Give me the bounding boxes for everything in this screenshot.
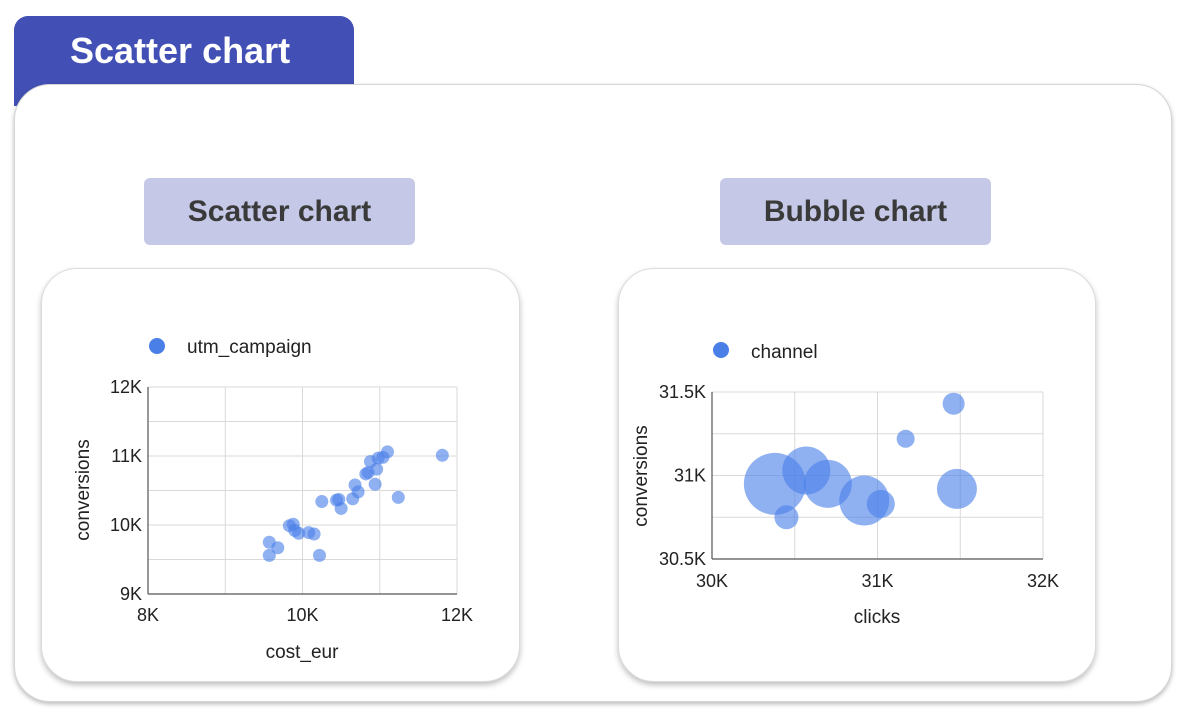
scatter-point	[391, 490, 405, 504]
x-tick-label: 31K	[861, 571, 893, 591]
x-tick-label: 12K	[441, 605, 473, 625]
y-tick-label: 11K	[111, 446, 142, 466]
y-tick-label: 30.5K	[659, 549, 706, 569]
bubble	[896, 429, 915, 448]
y-tick-label: 31K	[674, 466, 706, 486]
y-axis-label: conversions	[631, 425, 652, 526]
x-axis-label: cost_eur	[266, 642, 340, 663]
bubble	[936, 468, 977, 509]
scatter-point	[271, 541, 285, 555]
scatter-chart: utm_campaign 8K 10K 12K 9K 10K 11K 12K cost_eu…	[73, 337, 473, 663]
legend-label: utm_campaign	[187, 337, 312, 358]
y-tick-label: 9K	[120, 584, 142, 604]
y-tick-label: 10K	[110, 515, 142, 535]
scatter-point	[312, 548, 326, 562]
legend-label: channel	[751, 342, 818, 363]
x-tick-label: 10K	[286, 605, 318, 625]
scatter-point	[370, 462, 384, 476]
y-tick-label: 31.5K	[659, 382, 706, 402]
y-tick-label: 12K	[110, 377, 142, 397]
x-tick-label: 32K	[1027, 571, 1059, 591]
scatter-chart-label: Scatter chart	[144, 178, 415, 245]
x-tick-label: 30K	[696, 571, 728, 591]
bubble-chart: channel 30K 31K 32K 30.5K 31K 31.5K clicks co…	[631, 342, 1059, 628]
scatter-chart-card	[41, 268, 520, 682]
legend-dot	[149, 338, 165, 354]
page-title: Scatter chart	[70, 30, 291, 71]
bubble	[774, 505, 799, 530]
x-tick-label: 8K	[137, 605, 159, 625]
scatter-point	[292, 526, 306, 540]
scatter-point	[380, 445, 394, 459]
scatter-point	[368, 477, 382, 491]
scatter-point	[435, 448, 449, 462]
scatter-point	[334, 501, 348, 515]
scatter-point	[307, 527, 321, 541]
scatter-point	[262, 548, 276, 562]
bubble	[942, 392, 965, 415]
scatter-point	[351, 485, 365, 499]
x-axis-label: clicks	[854, 607, 900, 628]
scatter-point	[315, 495, 329, 509]
legend-dot	[713, 342, 729, 358]
bubble-chart-label: Bubble chart	[720, 178, 991, 245]
bubble	[866, 489, 895, 518]
y-axis-label: conversions	[73, 439, 94, 540]
